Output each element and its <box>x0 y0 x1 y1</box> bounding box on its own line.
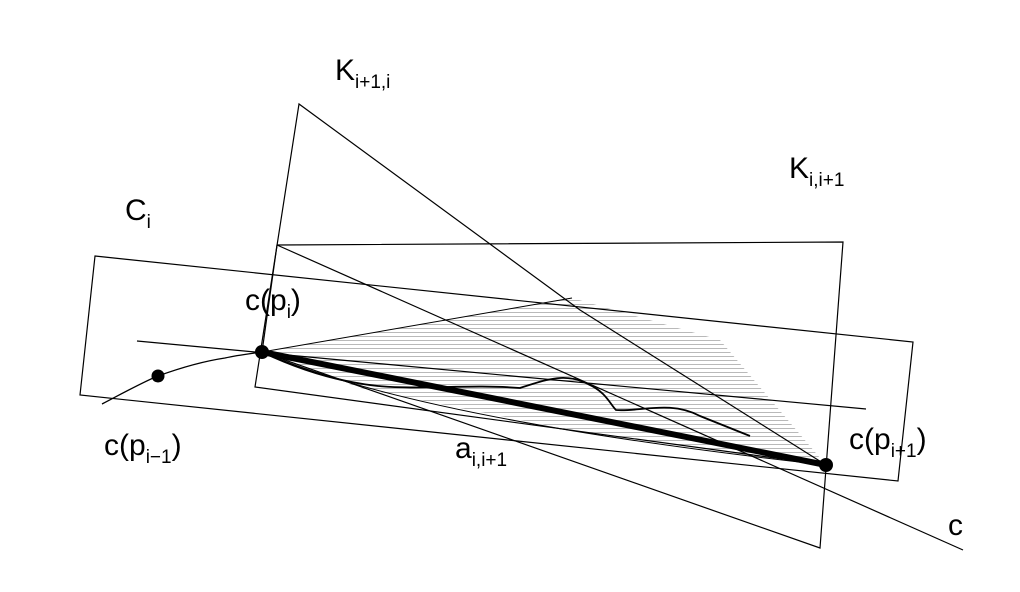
label-k-lower: Ki,i+1 <box>789 152 844 191</box>
region-k-lower <box>261 241 844 549</box>
cone-edge-lower <box>261 351 827 466</box>
point-c-p-i <box>255 345 269 359</box>
curve-c-left <box>101 351 263 405</box>
label-c-p-prev: c(pi−1) <box>104 429 182 468</box>
label-a: ai,i+1 <box>455 432 507 471</box>
point-c-p-next <box>819 458 833 472</box>
label-c-p-i: c(pi) <box>245 284 301 323</box>
curve-c-wavy <box>261 351 751 437</box>
label-curve-c: c <box>948 509 963 542</box>
label-k-upper: Ki+1,i <box>335 54 390 93</box>
rectangle-c-i <box>79 255 914 482</box>
label-c-p-next: c(pi+1) <box>849 423 927 462</box>
cone-edge-upper <box>261 297 573 353</box>
point-c-p-prev <box>151 369 165 383</box>
segment-a <box>261 349 827 468</box>
line-to-c <box>276 244 964 551</box>
label-c-i: Ci <box>125 194 151 233</box>
